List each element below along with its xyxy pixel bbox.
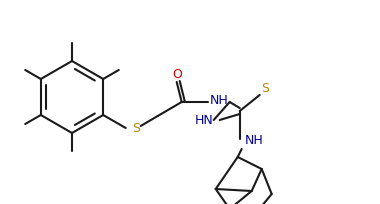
Text: NH: NH: [244, 133, 263, 146]
Text: HN: HN: [194, 114, 213, 128]
Text: O: O: [172, 68, 182, 81]
Text: S: S: [132, 122, 140, 134]
Text: S: S: [261, 82, 269, 94]
Text: NH: NH: [209, 94, 228, 108]
